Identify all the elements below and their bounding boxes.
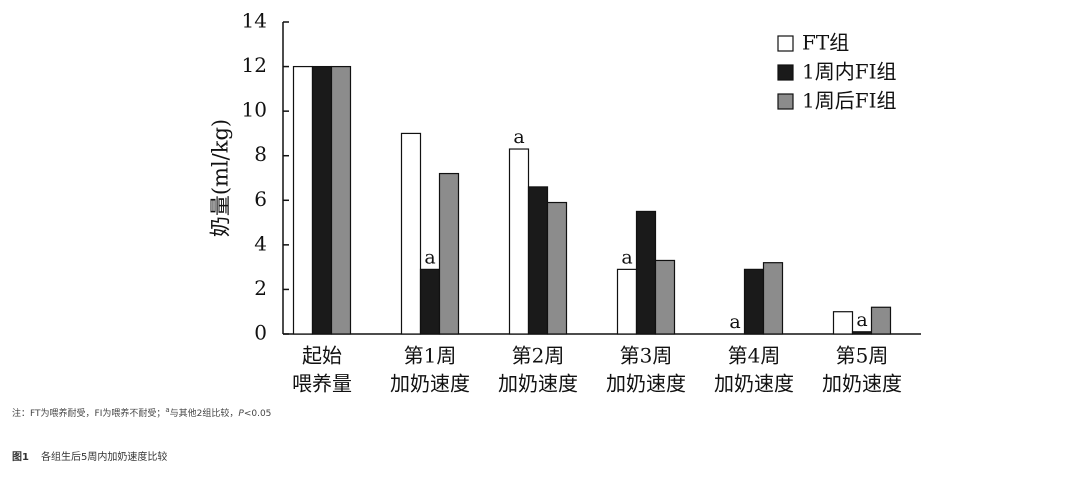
x-tick-label: 加奶速度 xyxy=(606,372,686,396)
bar xyxy=(438,172,460,335)
bar xyxy=(330,65,352,335)
x-tick-label: 加奶速度 xyxy=(822,372,902,396)
x-tick-label: 第5周 xyxy=(836,344,889,368)
figure-caption: 图1 各组生后5周内加奶速度比较 xyxy=(12,448,167,463)
note-p: P xyxy=(238,409,244,419)
bar xyxy=(292,65,314,335)
y-tick-label: 10 xyxy=(242,98,267,122)
x-tick-label: 第1周 xyxy=(404,344,457,368)
legend-swatch xyxy=(777,64,794,81)
y-tick-label: 12 xyxy=(242,53,267,77)
legend-label: FT组 xyxy=(802,31,849,55)
bar xyxy=(311,65,333,335)
footnote: 注：FT为喂养耐受，FI为喂养不耐受；a与其他2组比较，P<0.05 xyxy=(12,406,271,419)
significance-mark: a xyxy=(729,311,740,333)
y-tick-label: 0 xyxy=(254,321,267,345)
bar xyxy=(527,186,549,335)
bar xyxy=(762,262,784,335)
bar xyxy=(508,148,530,335)
bar xyxy=(870,306,892,335)
y-tick-label: 4 xyxy=(254,231,267,255)
significance-mark: a xyxy=(621,246,632,268)
note-sup: a xyxy=(165,406,170,414)
note-text: <0.05 xyxy=(243,409,272,419)
bar xyxy=(616,268,638,335)
bar xyxy=(832,311,854,335)
legend-swatch xyxy=(777,35,794,52)
significance-mark: a xyxy=(856,309,867,331)
y-tick-label: 6 xyxy=(254,187,267,211)
x-tick-label: 喂养量 xyxy=(292,372,352,396)
bar xyxy=(546,201,568,335)
bar xyxy=(654,259,676,335)
bar xyxy=(851,331,873,335)
figure-number: 图1 xyxy=(12,452,29,463)
x-tick-label: 加奶速度 xyxy=(498,372,578,396)
legend-label: 1周后FI组 xyxy=(802,89,897,113)
caption-text: 各组生后5周内加奶速度比较 xyxy=(40,452,168,463)
x-tick-label: 第4周 xyxy=(728,344,781,368)
x-tick-label: 起始 xyxy=(302,344,342,368)
note-text: 注：FT为喂养耐受，FI为喂养不耐受； xyxy=(12,409,166,419)
bar xyxy=(635,210,657,335)
y-tick-label: 2 xyxy=(254,276,267,300)
y-tick-label: 14 xyxy=(242,9,267,33)
bar xyxy=(743,268,765,335)
note-text: 与其他2组比较， xyxy=(169,409,239,419)
x-tick-label: 第2周 xyxy=(512,344,565,368)
y-tick-label: 8 xyxy=(254,142,267,166)
x-tick-label: 加奶速度 xyxy=(390,372,470,396)
bar xyxy=(419,268,441,335)
bar xyxy=(400,132,422,335)
legend-swatch xyxy=(777,93,794,110)
x-tick-label: 第3周 xyxy=(620,344,673,368)
significance-mark: a xyxy=(424,246,435,268)
y-axis-title: 奶量(ml/kg) xyxy=(209,119,233,237)
x-tick-label: 加奶速度 xyxy=(714,372,794,396)
significance-mark: a xyxy=(513,126,524,148)
legend-label: 1周内FI组 xyxy=(802,60,897,84)
